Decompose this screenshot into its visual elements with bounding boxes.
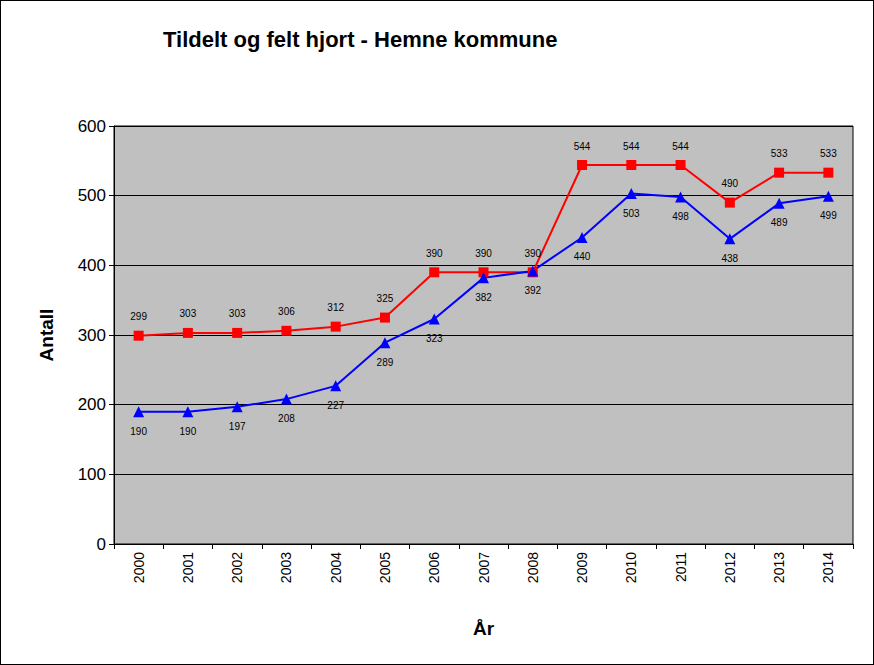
svg-text:382: 382 xyxy=(475,292,492,303)
svg-text:2014: 2014 xyxy=(820,552,836,583)
svg-text:303: 303 xyxy=(229,308,246,319)
svg-text:190: 190 xyxy=(130,426,147,437)
svg-text:År: År xyxy=(473,618,495,639)
svg-text:2006: 2006 xyxy=(426,552,442,583)
svg-text:100: 100 xyxy=(78,465,106,484)
svg-text:489: 489 xyxy=(771,217,788,228)
svg-text:600: 600 xyxy=(78,117,106,136)
svg-text:208: 208 xyxy=(278,413,295,424)
svg-text:299: 299 xyxy=(130,311,147,322)
svg-text:2009: 2009 xyxy=(574,552,590,583)
svg-text:500: 500 xyxy=(78,186,106,205)
svg-text:499: 499 xyxy=(820,210,837,221)
svg-text:323: 323 xyxy=(426,333,443,344)
svg-text:2003: 2003 xyxy=(278,552,294,583)
svg-text:Tildelt og felt hjort - Hemne: Tildelt og felt hjort - Hemne kommune xyxy=(163,27,557,52)
svg-text:390: 390 xyxy=(524,248,541,259)
svg-text:440: 440 xyxy=(574,251,591,262)
svg-text:544: 544 xyxy=(574,141,591,152)
svg-text:438: 438 xyxy=(721,253,738,264)
svg-text:390: 390 xyxy=(426,248,443,259)
svg-text:Antall: Antall xyxy=(36,309,57,362)
svg-text:2004: 2004 xyxy=(328,552,344,583)
svg-text:200: 200 xyxy=(78,395,106,414)
svg-text:544: 544 xyxy=(623,141,640,152)
svg-text:2008: 2008 xyxy=(525,552,541,583)
svg-text:490: 490 xyxy=(721,178,738,189)
svg-text:2012: 2012 xyxy=(722,552,738,583)
svg-text:325: 325 xyxy=(377,293,394,304)
svg-text:2013: 2013 xyxy=(771,552,787,583)
svg-text:306: 306 xyxy=(278,306,295,317)
svg-text:544: 544 xyxy=(672,141,689,152)
svg-text:2001: 2001 xyxy=(180,552,196,583)
svg-text:533: 533 xyxy=(771,148,788,159)
svg-text:390: 390 xyxy=(475,248,492,259)
svg-text:2000: 2000 xyxy=(131,552,147,583)
svg-text:533: 533 xyxy=(820,148,837,159)
svg-text:227: 227 xyxy=(327,400,344,411)
svg-text:498: 498 xyxy=(672,211,689,222)
svg-text:190: 190 xyxy=(180,426,197,437)
svg-text:2011: 2011 xyxy=(673,552,689,582)
svg-text:392: 392 xyxy=(524,285,541,296)
svg-text:197: 197 xyxy=(229,421,246,432)
svg-text:2007: 2007 xyxy=(476,552,492,583)
svg-text:503: 503 xyxy=(623,208,640,219)
svg-text:2010: 2010 xyxy=(623,552,639,583)
svg-text:2002: 2002 xyxy=(229,552,245,583)
svg-text:0: 0 xyxy=(97,535,106,554)
svg-text:312: 312 xyxy=(327,302,344,313)
svg-text:300: 300 xyxy=(78,326,106,345)
svg-text:289: 289 xyxy=(377,357,394,368)
svg-text:2005: 2005 xyxy=(377,552,393,583)
svg-text:400: 400 xyxy=(78,256,106,275)
svg-text:303: 303 xyxy=(180,308,197,319)
